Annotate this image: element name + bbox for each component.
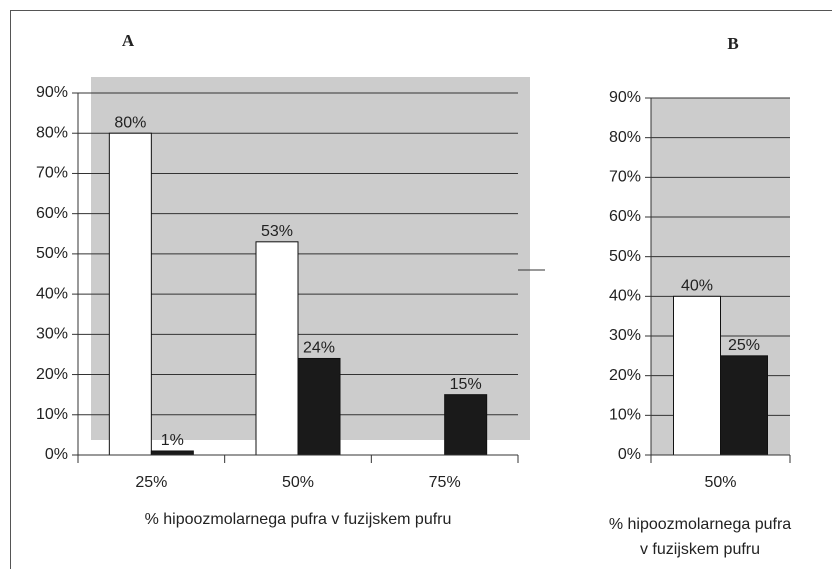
bar xyxy=(673,295,721,456)
y-tick-label: 70% xyxy=(36,165,68,182)
x-axis-label: % hipoozmolarnega pufra xyxy=(609,516,791,533)
data-label: 15% xyxy=(450,376,482,393)
y-tick-label: 60% xyxy=(609,208,641,225)
y-tick-label: 40% xyxy=(36,285,68,302)
frame xyxy=(10,10,832,569)
y-tick-label: 30% xyxy=(609,327,641,344)
data-label: 1% xyxy=(161,432,184,449)
bar xyxy=(444,394,488,456)
data-label: 53% xyxy=(261,223,293,240)
y-tick-label: 90% xyxy=(36,84,68,101)
bar xyxy=(297,357,341,456)
y-tick-label: 10% xyxy=(609,407,641,424)
y-tick-label: 20% xyxy=(36,366,68,383)
x-tick-label: 50% xyxy=(704,474,736,491)
y-tick-label: 40% xyxy=(609,288,641,305)
data-label: 25% xyxy=(728,337,760,354)
y-tick-label: 60% xyxy=(36,205,68,222)
y-tick-label: 70% xyxy=(609,169,641,186)
x-tick-label: 75% xyxy=(429,474,461,491)
x-axis-label: v fuzijskem pufru xyxy=(640,541,760,558)
bar xyxy=(720,355,768,456)
data-label: 80% xyxy=(114,114,146,131)
y-tick-label: 50% xyxy=(36,245,68,262)
y-tick-label: 90% xyxy=(609,89,641,106)
data-label: 24% xyxy=(303,340,335,357)
data-label: 40% xyxy=(681,278,713,295)
chart-title: A xyxy=(122,31,135,50)
y-tick-label: 80% xyxy=(609,129,641,146)
y-tick-label: 50% xyxy=(609,248,641,265)
x-tick-label: 25% xyxy=(135,474,167,491)
bar xyxy=(150,450,194,456)
chart-title: B xyxy=(727,34,738,53)
bar xyxy=(108,132,152,456)
y-tick-label: 30% xyxy=(36,326,68,343)
x-tick-label: 50% xyxy=(282,474,314,491)
y-tick-label: 10% xyxy=(36,406,68,423)
y-tick-label: 0% xyxy=(618,446,641,463)
y-tick-label: 0% xyxy=(45,446,68,463)
y-tick-label: 80% xyxy=(36,124,68,141)
y-tick-label: 20% xyxy=(609,367,641,384)
bar xyxy=(255,241,299,456)
x-axis-label: % hipoozmolarnega pufra v fuzijskem pufr… xyxy=(145,511,452,528)
